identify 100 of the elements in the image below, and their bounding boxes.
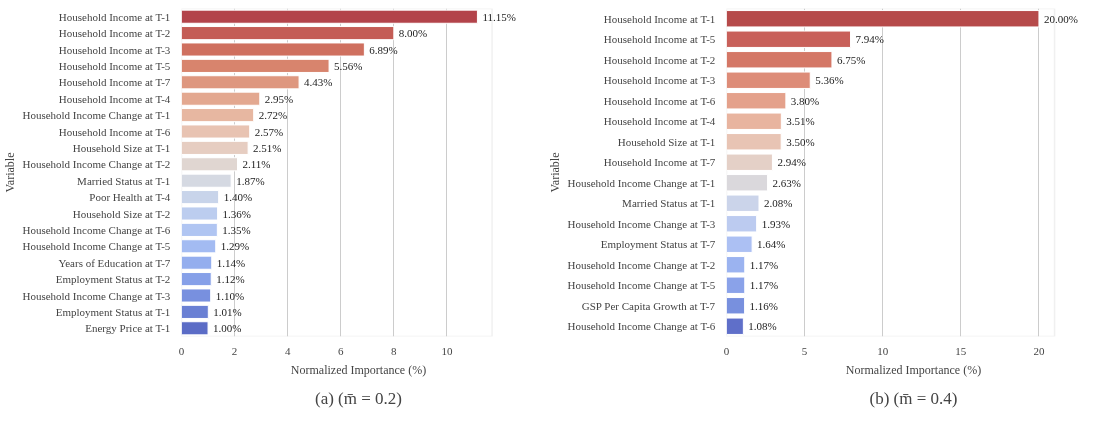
- y-tick-label: Household Income Change at T-6: [567, 320, 716, 333]
- y-tick-label: Household Income Change at T-1: [567, 176, 716, 189]
- data-label: 1.08%: [748, 320, 777, 333]
- data-label: 6.75%: [836, 53, 866, 66]
- x-tick-label: 10: [441, 344, 453, 357]
- data-label: 1.93%: [761, 217, 791, 230]
- data-label: 1.64%: [757, 238, 786, 251]
- x-axis-title: Normalized Importance (%): [845, 362, 982, 377]
- y-tick-label: Household Income Change at T-2: [22, 158, 171, 171]
- bar: [181, 288, 212, 303]
- bar: [181, 206, 219, 221]
- bar: [181, 272, 212, 287]
- data-label: 1.00%: [213, 322, 242, 335]
- y-tick-label: Household Income Change at T-2: [567, 258, 716, 271]
- bar: [181, 304, 209, 319]
- data-label: 1.12%: [216, 273, 245, 286]
- data-label: 1.17%: [749, 279, 779, 292]
- bar: [726, 235, 753, 253]
- y-tick-label: Household Income Change at T-5: [567, 279, 716, 292]
- bar: [726, 276, 746, 294]
- x-tick-label: 20: [1033, 344, 1045, 357]
- data-label: 7.94%: [855, 33, 884, 46]
- data-label: 2.57%: [254, 125, 284, 138]
- data-label: 2.95%: [264, 92, 294, 105]
- bar: [181, 42, 365, 57]
- data-label: 1.14%: [216, 256, 246, 269]
- y-tick-label: Household Income Change at T-6: [22, 223, 171, 236]
- data-label: 1.40%: [223, 191, 253, 204]
- y-axis-title: Variable: [3, 152, 18, 193]
- data-label: 2.72%: [258, 109, 288, 122]
- bar: [726, 297, 746, 315]
- bar: [181, 9, 478, 24]
- data-label: 1.36%: [222, 207, 252, 220]
- bar: [726, 112, 782, 130]
- data-label: 2.11%: [242, 158, 271, 171]
- x-tick-label: 2: [231, 344, 238, 357]
- y-tick-label: Household Income Change at T-3: [567, 217, 716, 230]
- x-axis-title: Normalized Importance (%): [290, 362, 427, 377]
- text: (b) (m̄ = 0.4): [869, 389, 958, 408]
- y-tick-label: Household Income at T-2: [603, 53, 716, 66]
- bar: [726, 30, 852, 48]
- bar: [726, 194, 760, 212]
- bar: [726, 174, 769, 192]
- bar: [726, 153, 773, 171]
- bar: [726, 256, 746, 274]
- y-tick-label: Household Income Change at T-5: [22, 240, 171, 253]
- x-tick-label: 0: [723, 344, 730, 357]
- data-label: 8.00%: [398, 27, 428, 40]
- y-tick-label: Household Income at T-4: [58, 92, 171, 105]
- data-label: 1.35%: [222, 223, 251, 236]
- text: (a) (m̄ = 0.2): [315, 389, 403, 408]
- data-label: 5.56%: [334, 59, 363, 72]
- y-tick-label: Household Income at T-4: [603, 115, 716, 128]
- bar: [726, 92, 787, 110]
- data-label: 2.63%: [772, 176, 802, 189]
- data-label: 2.94%: [777, 156, 806, 169]
- data-label: 1.87%: [236, 174, 265, 187]
- y-tick-label: Married Status at T-1: [77, 174, 171, 187]
- data-label: 1.16%: [749, 299, 779, 312]
- y-tick-label: Household Income at T-1: [603, 12, 716, 25]
- x-tick-label: 8: [391, 344, 398, 357]
- x-tick-label: 4: [284, 344, 291, 357]
- x-tick-label: 15: [955, 344, 967, 357]
- y-tick-label: Employment Status at T-1: [55, 305, 171, 318]
- y-tick-label: Years of Education at T-7: [58, 256, 171, 269]
- bar: [726, 215, 758, 233]
- bar: [181, 321, 209, 336]
- bar: [181, 26, 395, 41]
- bar: [181, 108, 255, 123]
- y-tick-label: Household Income Change at T-1: [22, 109, 171, 122]
- bar: [726, 51, 833, 69]
- data-label: 11.15%: [482, 10, 516, 23]
- y-tick-label: Household Income at T-3: [603, 74, 716, 87]
- data-label: 4.43%: [304, 76, 333, 89]
- data-label: 5.36%: [815, 74, 844, 87]
- y-tick-label: Household Size at T-1: [617, 135, 716, 148]
- y-tick-label: Household Size at T-2: [72, 207, 171, 220]
- y-tick-label: Household Income at T-5: [603, 33, 716, 46]
- x-tick-label: 5: [801, 344, 808, 357]
- y-tick-label: Household Income Change at T-3: [22, 289, 171, 302]
- data-label: 1.17%: [749, 258, 779, 271]
- bar: [726, 317, 744, 335]
- data-label: 3.80%: [790, 94, 820, 107]
- x-tick-label: 0: [178, 344, 185, 357]
- data-label: 6.89%: [369, 43, 398, 56]
- bar: [181, 140, 249, 155]
- data-label: 1.29%: [220, 240, 250, 253]
- y-tick-label: Household Income at T-7: [58, 76, 171, 89]
- bar: [726, 71, 811, 89]
- bar: [726, 133, 782, 151]
- y-tick-label: Energy Price at T-1: [85, 322, 171, 335]
- y-tick-label: Household Income at T-3: [58, 43, 171, 56]
- data-label: 20.00%: [1043, 12, 1078, 25]
- y-tick-label: Household Income at T-5: [58, 59, 171, 72]
- data-label: 3.51%: [786, 115, 815, 128]
- data-label: 2.08%: [763, 197, 793, 210]
- bar: [181, 190, 220, 205]
- x-tick-label: 6: [337, 344, 344, 357]
- y-tick-label: Employment Status at T-7: [600, 238, 716, 251]
- y-tick-label: Household Income at T-2: [58, 27, 171, 40]
